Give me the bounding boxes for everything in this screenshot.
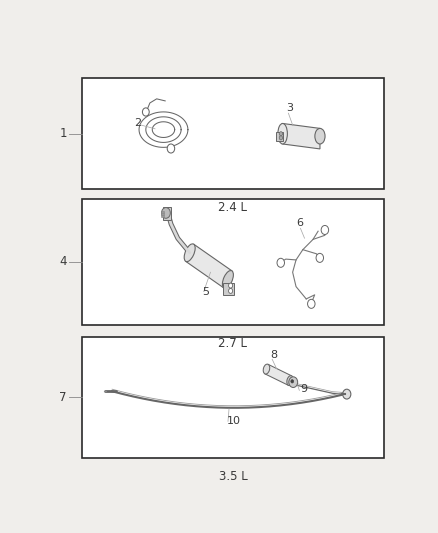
Ellipse shape	[223, 271, 233, 288]
Text: 1: 1	[60, 127, 67, 140]
Text: 2.7 L: 2.7 L	[219, 337, 247, 350]
Bar	[82, 199, 384, 325]
Ellipse shape	[315, 128, 325, 144]
Circle shape	[343, 389, 351, 399]
Ellipse shape	[287, 376, 293, 385]
Circle shape	[321, 225, 328, 235]
Ellipse shape	[263, 364, 270, 374]
Bar	[82, 337, 384, 458]
Polygon shape	[186, 244, 232, 288]
Ellipse shape	[278, 124, 287, 144]
Bar	[161, 213, 163, 215]
Polygon shape	[265, 365, 292, 385]
Circle shape	[289, 377, 298, 387]
Bar	[276, 132, 283, 141]
Circle shape	[307, 300, 315, 309]
Text: 9: 9	[300, 384, 307, 394]
Text: 2: 2	[134, 117, 142, 127]
Circle shape	[142, 108, 149, 116]
Circle shape	[291, 379, 293, 383]
Bar	[161, 211, 163, 213]
Circle shape	[277, 259, 285, 268]
Circle shape	[316, 253, 324, 262]
Bar	[223, 282, 233, 295]
Text: 5: 5	[202, 287, 209, 297]
Text: 2.4 L: 2.4 L	[219, 201, 247, 214]
Ellipse shape	[184, 244, 195, 262]
Circle shape	[279, 136, 283, 140]
Text: 3: 3	[286, 103, 293, 113]
Bar	[161, 215, 163, 216]
Circle shape	[229, 283, 233, 288]
Polygon shape	[283, 124, 320, 149]
Text: 7: 7	[60, 391, 67, 404]
Text: 6: 6	[296, 218, 303, 228]
Text: 3.5 L: 3.5 L	[219, 470, 247, 483]
Circle shape	[279, 132, 283, 136]
Text: 10: 10	[227, 416, 241, 426]
Text: 8: 8	[270, 350, 277, 360]
Bar	[82, 78, 384, 189]
Circle shape	[229, 288, 233, 293]
Circle shape	[162, 207, 170, 219]
Circle shape	[167, 144, 175, 153]
Bar	[163, 207, 171, 220]
Text: 4: 4	[60, 255, 67, 269]
